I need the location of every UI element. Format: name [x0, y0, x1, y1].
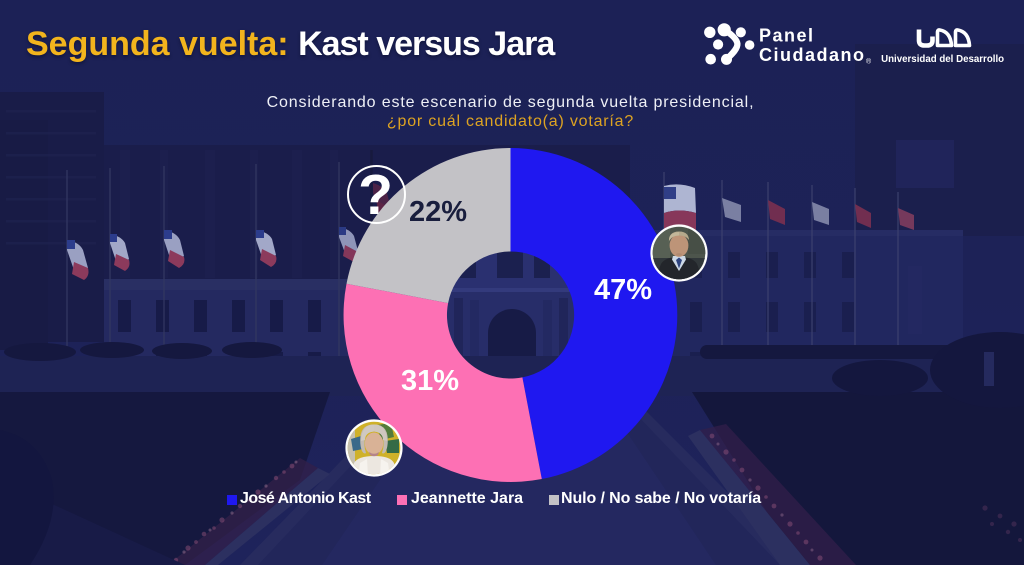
svg-text:®: ® — [866, 58, 872, 66]
svg-text:Ciudadano: Ciudadano — [759, 45, 866, 65]
svg-text:Panel: Panel — [759, 26, 815, 46]
svg-text:Universidad del Desarrollo: Universidad del Desarrollo — [881, 53, 1004, 65]
